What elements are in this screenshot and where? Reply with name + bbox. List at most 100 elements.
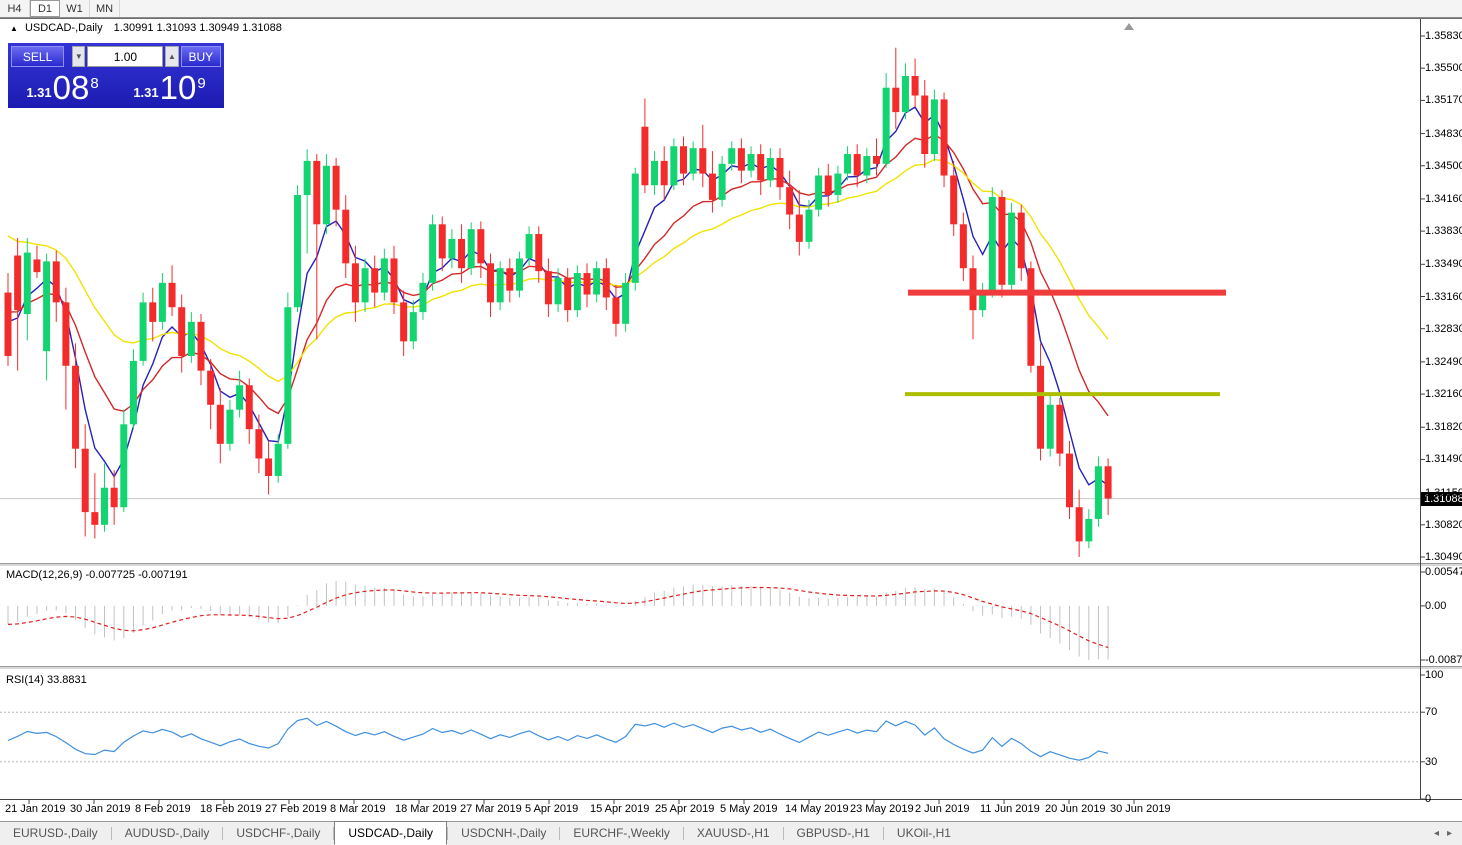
axis-tick-label: 0.005474 — [1425, 566, 1462, 578]
date-tick-label: 5 May 2019 — [720, 803, 778, 815]
axis-tick-label: 1.33490 — [1425, 258, 1462, 271]
candle — [892, 87, 900, 113]
date-tick-label: 8 Feb 2019 — [135, 803, 191, 815]
candle — [911, 76, 919, 96]
date-tick-label: 23 May 2019 — [850, 803, 914, 815]
timeframe-button-h4[interactable]: H4 — [0, 0, 30, 17]
candle — [149, 302, 157, 322]
tab-usdcad--daily[interactable]: USDCAD-,Daily — [334, 821, 448, 845]
timeframe-button-mn[interactable]: MN — [90, 0, 120, 17]
candle — [43, 261, 51, 352]
buy-button[interactable]: BUY — [180, 46, 222, 67]
candle — [776, 157, 784, 188]
volume-decrease-icon[interactable]: ▼ — [72, 46, 86, 67]
candle — [815, 175, 823, 210]
axis-tick-label: 1.33160 — [1425, 290, 1462, 303]
tab-separator — [110, 827, 112, 840]
candle — [564, 277, 572, 311]
candle — [33, 259, 41, 273]
tab-audusd--daily[interactable]: AUDUSD-,Daily — [124, 826, 210, 840]
volume-input[interactable] — [87, 46, 164, 67]
tab-scroll-left-icon[interactable]: ◂ — [1433, 828, 1439, 839]
buy-price-pip: 9 — [197, 75, 206, 92]
macd-signal-line — [7, 586, 1109, 649]
candle — [265, 458, 273, 477]
candle — [14, 255, 22, 311]
candle — [438, 224, 446, 259]
candle — [824, 175, 832, 196]
candle — [110, 487, 118, 508]
date-tick-label: 2 Jun 2019 — [915, 803, 970, 815]
sell-price[interactable]: 1.31 08 8 — [11, 69, 114, 105]
tab-ukoil--h1[interactable]: UKOil-,H1 — [896, 826, 951, 840]
candle — [448, 238, 456, 259]
date-tick-label: 27 Feb 2019 — [265, 803, 327, 815]
candle — [1017, 212, 1025, 269]
tab-usdchf--daily[interactable]: USDCHF-,Daily — [236, 826, 321, 840]
candle — [699, 148, 707, 174]
tab-scroll-right-icon[interactable]: ▸ — [1446, 828, 1452, 839]
timeframe-button-w1[interactable]: W1 — [60, 0, 90, 17]
tab-gbpusd--h1[interactable]: GBPUSD-,H1 — [796, 826, 870, 840]
candle — [4, 292, 12, 357]
tab-separator — [682, 827, 684, 840]
candle — [873, 156, 880, 164]
candle — [554, 277, 562, 305]
axis-tick-label: 1.35830 — [1425, 30, 1462, 42]
candle — [255, 429, 263, 459]
candle — [680, 146, 687, 174]
timeframe-button-d1[interactable]: D1 — [30, 0, 60, 17]
sell-button[interactable]: SELL — [11, 46, 65, 67]
axis-tick-label: 1.35500 — [1425, 62, 1462, 75]
candle — [1075, 507, 1083, 542]
date-tick-label: 8 Mar 2019 — [330, 803, 386, 815]
candle — [853, 154, 861, 176]
candle — [622, 282, 630, 324]
date-tick-label: 25 Apr 2019 — [655, 803, 715, 815]
candle — [419, 282, 427, 313]
candle — [670, 146, 678, 186]
candle — [1027, 268, 1035, 366]
candle — [641, 126, 649, 186]
volume-increase-icon[interactable]: ▲ — [165, 46, 179, 67]
candle — [91, 512, 99, 525]
candle — [1008, 212, 1016, 285]
collapse-triangle-icon[interactable]: ▲ — [10, 24, 18, 33]
tab-xauusd--h1[interactable]: XAUUSD-,H1 — [696, 826, 770, 840]
candle — [535, 234, 543, 272]
tab-eurchf--weekly[interactable]: EURCHF-,Weekly — [573, 826, 670, 840]
candle — [245, 385, 253, 430]
buy-price-big: 10 — [159, 69, 197, 106]
axis-tick-label: 30 — [1425, 755, 1438, 768]
candle — [294, 195, 301, 308]
buy-price[interactable]: 1.31 10 9 — [118, 69, 221, 105]
tab-separator — [222, 827, 224, 840]
candle — [747, 154, 755, 171]
candle — [101, 487, 108, 525]
tab-scroll-arrows: ◂ ▸ — [1434, 828, 1462, 845]
candle — [602, 268, 610, 298]
sell-price-big: 08 — [52, 69, 90, 106]
date-tick-label: 20 Jun 2019 — [1045, 803, 1106, 815]
buy-price-prefix: 1.31 — [133, 85, 159, 100]
date-tick-label: 30 Jun 2019 — [1110, 803, 1171, 815]
candle — [1046, 404, 1054, 449]
date-tick-label: 11 Jun 2019 — [980, 803, 1040, 815]
tab-usdcnh--daily[interactable]: USDCNH-,Daily — [461, 826, 547, 840]
tab-eurusd--daily[interactable]: EURUSD-,Daily — [13, 826, 98, 840]
candle — [236, 385, 244, 410]
tab-separator — [559, 827, 561, 840]
candle — [1037, 365, 1045, 449]
chart-shift-marker-icon — [1124, 23, 1134, 30]
candle — [380, 258, 388, 293]
candle — [72, 365, 80, 449]
symbol-title: USDCAD-,Daily — [24, 22, 103, 34]
candle — [593, 268, 601, 295]
date-tick-label: 18 Mar 2019 — [395, 803, 457, 815]
candle — [1056, 404, 1064, 454]
chart-symbol-label: ▲ USDCAD-,Daily 1.30991 1.31093 1.30949 … — [10, 22, 282, 34]
macd-indicator-label: MACD(12,26,9) -0.007725 -0.007191 — [6, 569, 188, 581]
candle — [863, 156, 871, 176]
